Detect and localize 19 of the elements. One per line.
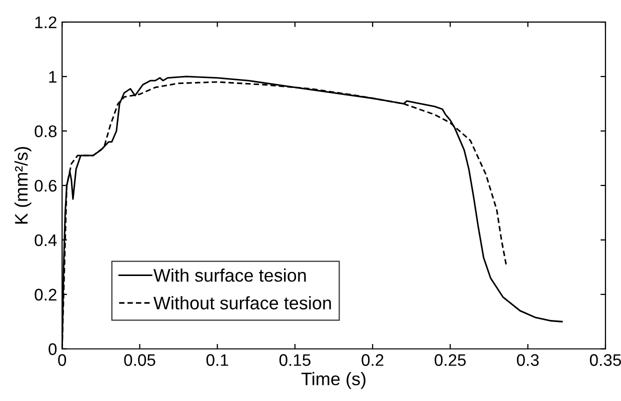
y-tick-label: 1.2 (35, 16, 56, 28)
x-tick-label: 0.05 (124, 354, 156, 366)
y-tick-label: 1 (49, 71, 56, 83)
x-tick-label: 0.3 (516, 354, 539, 366)
x-tick-label: 0.2 (362, 354, 384, 366)
x-axis-title: Time (s) (301, 372, 366, 389)
x-tick-label: 0.25 (434, 354, 466, 366)
y-axis-title: K (mm²/s) (14, 146, 32, 224)
legend-label: With surface tesion (153, 268, 306, 282)
x-tick-label: 0.35 (590, 354, 621, 366)
legend-label: Without surface tesion (153, 296, 331, 310)
y-tick-label: 0.8 (34, 125, 57, 138)
x-tick-label: 0.1 (206, 354, 228, 366)
y-tick-label: 0.6 (34, 180, 57, 192)
x-tick-label: 0.15 (279, 354, 310, 366)
x-tick-label: 0 (58, 354, 66, 366)
y-tick-label: 0.4 (34, 234, 57, 246)
y-tick-label: 0 (48, 343, 57, 356)
y-tick-label: 0.2 (34, 288, 56, 301)
